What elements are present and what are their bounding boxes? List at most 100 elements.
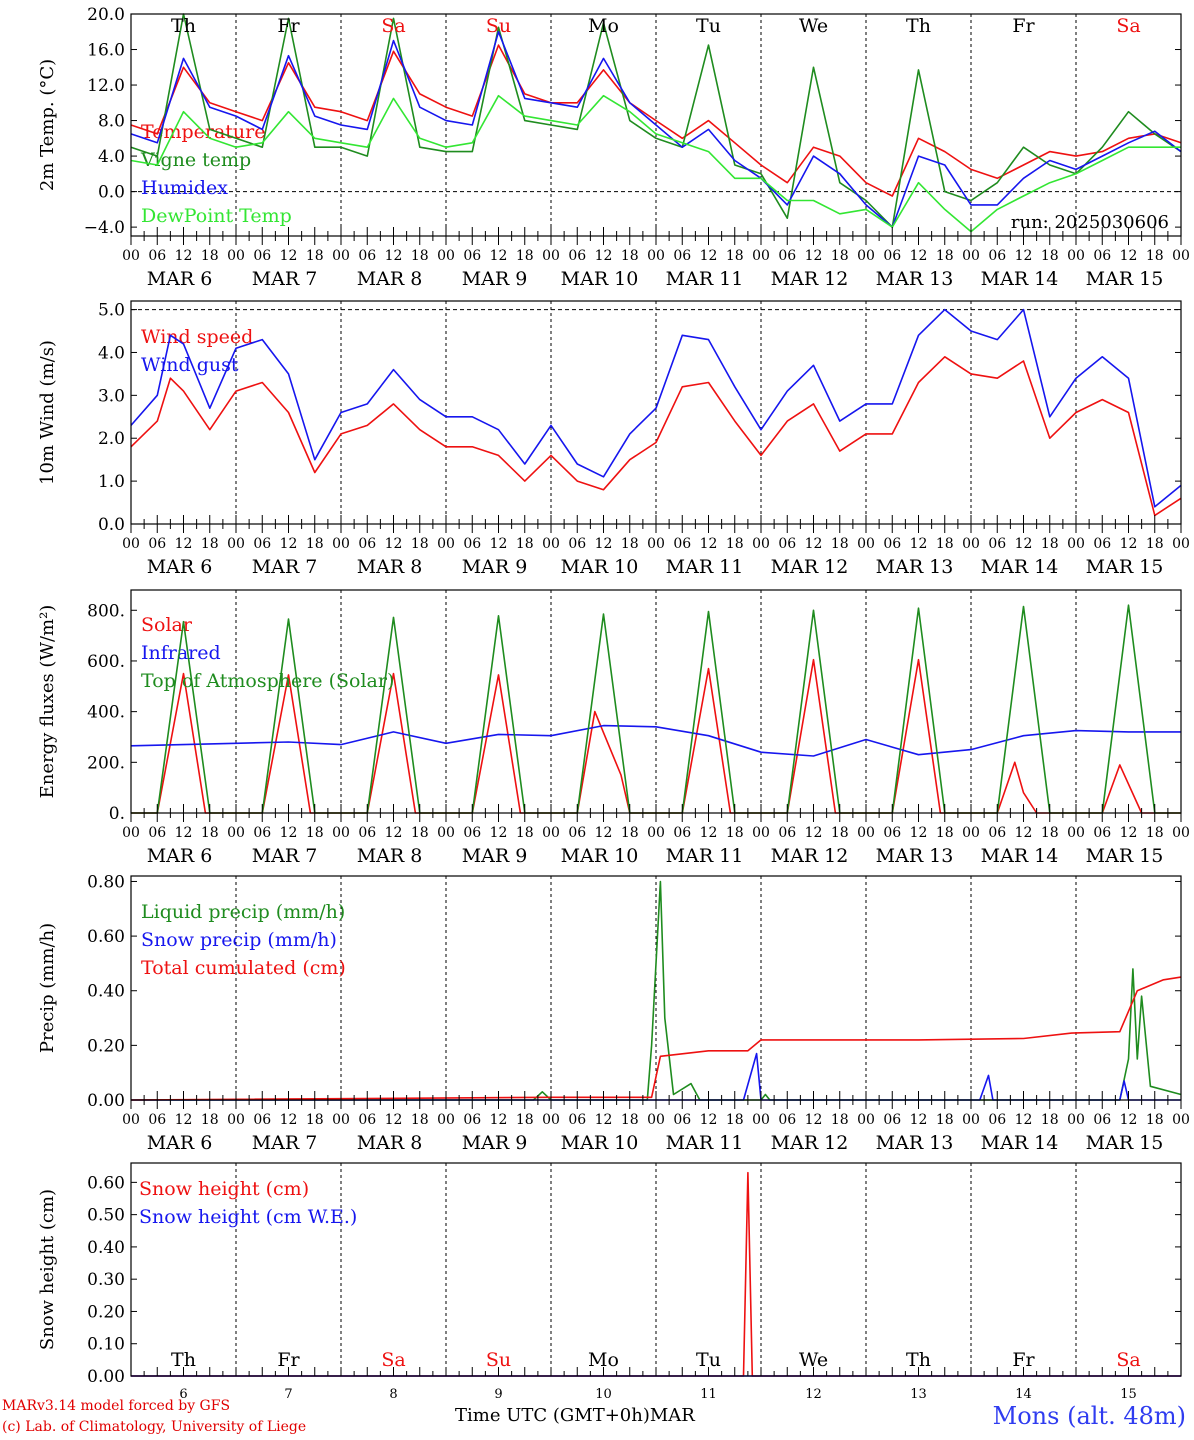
x-date-label: MAR 15 <box>1086 268 1164 290</box>
x-hour-label: 18 <box>1041 1112 1059 1128</box>
x-hour-label: 12 <box>910 248 928 264</box>
x-hour-label: 00 <box>332 536 350 552</box>
x-hour-label: 00 <box>857 825 875 841</box>
y-tick-label: 0.50 <box>87 1206 125 1226</box>
x-hour-label: 12 <box>595 1112 613 1128</box>
x-hour-label: 12 <box>175 825 193 841</box>
x-hour-label: 12 <box>280 536 298 552</box>
x-hour-label: 06 <box>988 536 1006 552</box>
x-day-number: 9 <box>494 1387 502 1402</box>
series-line-blue <box>131 1052 1181 1101</box>
y-tick-label: 1.0 <box>98 472 125 492</box>
x-hour-label: 00 <box>962 536 980 552</box>
weekday-label: Sa <box>1116 15 1140 37</box>
snow-panel: Snow height (cm) Snow height (cm W.E.) 0.6… <box>37 1162 1182 1402</box>
x-hour-label: 18 <box>201 536 219 552</box>
x-hour-label: 00 <box>332 248 350 264</box>
y-tick-label: 0.00 <box>87 1091 125 1111</box>
x-hour-label: 18 <box>621 1112 639 1128</box>
x-hour-label: 00 <box>227 536 245 552</box>
series-line-blue <box>130 30 1182 228</box>
y-axis-title: 2m Temp. (°C) <box>37 59 58 191</box>
x-date-label: MAR 11 <box>666 556 744 578</box>
x-hour-label: 06 <box>568 825 586 841</box>
x-hour-label: 06 <box>253 536 271 552</box>
x-hour-label: 06 <box>673 248 691 264</box>
x-hour-label: 18 <box>411 248 429 264</box>
y-tick-label: −4.0 <box>84 218 125 238</box>
series-line-red <box>130 44 1182 197</box>
x-hour-label: 06 <box>1093 536 1111 552</box>
x-hour-label: 18 <box>936 1112 954 1128</box>
x-date-label: MAR 7 <box>252 845 318 867</box>
x-date-label: MAR 12 <box>771 556 849 578</box>
x-hour-label: 00 <box>437 825 455 841</box>
y-tick-label: 0.60 <box>87 1173 125 1193</box>
x-hour-label: 18 <box>201 1112 219 1128</box>
x-hour-label: 00 <box>227 825 245 841</box>
x-date-label: MAR 6 <box>147 845 213 867</box>
x-date-label: MAR 6 <box>147 1132 213 1154</box>
legend-entry: Snow precip (mm/h) <box>141 929 337 951</box>
x-hour-label: 12 <box>385 248 403 264</box>
weekday-label: Th <box>906 1349 931 1371</box>
weekday-label: Fr <box>277 1349 300 1371</box>
x-hour-label: 18 <box>936 248 954 264</box>
x-date-label: MAR 8 <box>357 268 423 290</box>
x-date-label: MAR 13 <box>876 1132 954 1154</box>
x-day-number: 7 <box>284 1387 292 1402</box>
x-hour-label: 00 <box>1067 536 1085 552</box>
x-date-label: MAR 14 <box>981 1132 1059 1154</box>
x-hour-label: 06 <box>673 536 691 552</box>
x-date-label: MAR 15 <box>1086 556 1164 578</box>
x-hour-label: 18 <box>306 248 324 264</box>
legend-entry: Snow height (cm W.E.) <box>139 1206 357 1228</box>
x-hour-label: 00 <box>752 825 770 841</box>
legend-entry: Snow height (cm) <box>139 1178 309 1200</box>
x-day-number: 15 <box>1120 1387 1137 1402</box>
x-hour-label: 12 <box>1120 1112 1138 1128</box>
x-hour-label: 06 <box>988 1112 1006 1128</box>
x-hour-label: 06 <box>358 1112 376 1128</box>
y-tick-label: 0.60 <box>87 927 125 947</box>
x-day-number: 14 <box>1015 1387 1032 1402</box>
x-hour-label: 00 <box>332 825 350 841</box>
x-hour-label: 06 <box>253 825 271 841</box>
y-tick-label: 12.0 <box>87 76 125 96</box>
y-tick-label: 3.0 <box>98 386 125 406</box>
x-hour-label: 06 <box>148 825 166 841</box>
y-tick-label: 2.0 <box>98 429 125 449</box>
x-date-label: MAR 11 <box>666 1132 744 1154</box>
x-hour-label: 18 <box>411 1112 429 1128</box>
x-hour-label: 06 <box>778 248 796 264</box>
x-hour-label: 18 <box>1041 825 1059 841</box>
weekday-label: Fr <box>1012 1349 1035 1371</box>
x-hour-label: 00 <box>962 825 980 841</box>
weekday-label: Mo <box>588 1349 619 1371</box>
x-hour-label: 12 <box>805 248 823 264</box>
station-name: Mons (alt. 48m) <box>992 1402 1186 1430</box>
y-axis-title: 10m Wind (m/s) <box>37 340 58 485</box>
x-hour-label: 18 <box>1146 248 1164 264</box>
x-hour-label: 12 <box>1015 1112 1033 1128</box>
x-hour-label: 18 <box>936 536 954 552</box>
x-hour-label: 06 <box>673 1112 691 1128</box>
x-date-label: MAR 12 <box>771 845 849 867</box>
x-day-number: 10 <box>595 1387 612 1402</box>
x-hour-label: 12 <box>595 825 613 841</box>
y-tick-label: 20.0 <box>87 5 125 25</box>
x-hour-label: 06 <box>883 1112 901 1128</box>
x-hour-label: 06 <box>673 825 691 841</box>
x-hour-label: 12 <box>385 1112 403 1128</box>
x-hour-label: 18 <box>306 1112 324 1128</box>
x-hour-label: 06 <box>988 248 1006 264</box>
legend-entry: Total cumulated (cm) <box>141 957 346 979</box>
x-date-label: MAR 13 <box>876 845 954 867</box>
x-date-label: MAR 12 <box>771 268 849 290</box>
x-date-label: MAR 10 <box>561 845 639 867</box>
x-hour-label: 00 <box>752 1112 770 1128</box>
y-tick-label: 16.0 <box>87 41 125 61</box>
legend-entry: Top of Atmosphere (Solar) <box>141 670 394 692</box>
y-tick-label: 0.40 <box>87 1238 125 1258</box>
